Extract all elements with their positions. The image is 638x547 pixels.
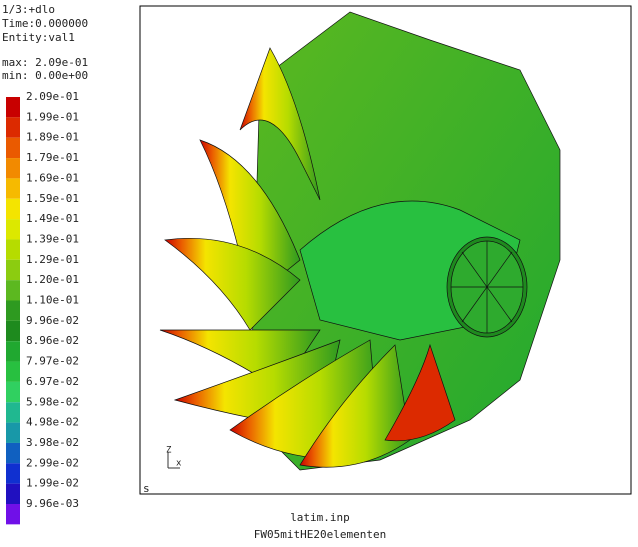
legend-swatch — [6, 320, 20, 342]
legend-label: 7.97e-02 — [26, 355, 79, 368]
legend-label: 4.98e-02 — [26, 416, 79, 429]
axis-z: Z — [166, 446, 172, 456]
header-line: 1/3:+dlo — [2, 3, 55, 16]
legend-swatch — [6, 483, 20, 504]
legend-swatch — [6, 97, 20, 118]
legend: 2.09e-01 1.99e-01 1.89e-01 1.79e-01 1.69e-01… — [6, 90, 79, 525]
legend-label: 1.79e-01 — [26, 151, 79, 164]
legend-label: 9.96e-02 — [26, 314, 79, 327]
header-line: Time:0.000000 — [2, 17, 88, 30]
legend-swatch — [6, 158, 20, 179]
impeller — [159, 11, 561, 471]
legend-swatch — [6, 422, 20, 443]
legend-swatch — [6, 178, 20, 199]
legend-swatch — [6, 442, 20, 464]
header-line: Entity:val1 — [2, 31, 75, 44]
legend-swatch — [6, 117, 20, 138]
legend-label: 8.96e-02 — [26, 334, 79, 347]
footer-model: FW05mitHE20elementen — [254, 528, 386, 541]
legend-swatch — [6, 504, 20, 525]
footer-file: latim.inp — [290, 511, 350, 524]
legend-label: 1.39e-01 — [26, 232, 79, 245]
legend-swatch — [6, 300, 20, 321]
legend-swatch — [6, 381, 20, 403]
legend-label: 2.09e-01 — [26, 90, 79, 103]
legend-swatch — [6, 463, 20, 484]
header: 1/3:+dlo Time:0.000000 Entity:val1 max: … — [2, 3, 88, 82]
legend-label: 1.10e-01 — [26, 294, 79, 307]
axis-x: x — [176, 459, 182, 469]
legend-swatch — [6, 259, 20, 281]
max-label: max: 2.09e-01 — [2, 56, 88, 69]
legend-label: 1.89e-01 — [26, 131, 79, 144]
legend-label: 5.98e-02 — [26, 395, 79, 408]
legend-label: 3.98e-02 — [26, 436, 79, 449]
legend-label: 6.97e-02 — [26, 375, 79, 388]
legend-swatch — [6, 137, 20, 159]
legend-swatch — [6, 219, 20, 240]
legend-swatch — [6, 341, 20, 362]
legend-label: 9.96e-03 — [26, 497, 79, 510]
legend-swatch — [6, 198, 20, 220]
axis-triad: Z x — [166, 446, 182, 469]
legend-label: 1.99e-01 — [26, 110, 79, 123]
legend-label: 1.99e-02 — [26, 477, 79, 490]
legend-label: 1.20e-01 — [26, 273, 79, 286]
legend-swatch — [6, 361, 20, 382]
min-label: min: 0.00e+00 — [2, 69, 88, 82]
legend-label: 1.49e-01 — [26, 212, 79, 225]
legend-label: 2.99e-02 — [26, 456, 79, 469]
legend-swatch — [6, 239, 20, 260]
legend-label: 1.69e-01 — [26, 171, 79, 184]
legend-label: 1.59e-01 — [26, 192, 79, 205]
legend-swatch — [6, 402, 20, 423]
legend-swatch — [6, 280, 20, 301]
legend-label: 1.29e-01 — [26, 253, 79, 266]
corner-label: s — [143, 482, 150, 495]
